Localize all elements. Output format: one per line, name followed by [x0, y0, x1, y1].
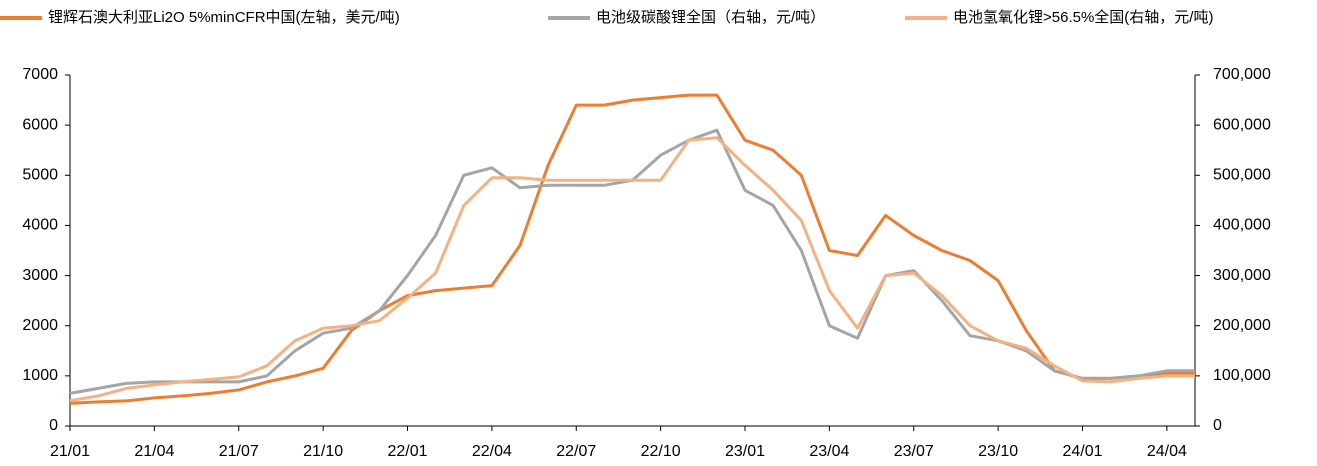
- legend-label: 电池氢氧化锂>56.5%全国(右轴，元/吨): [953, 8, 1213, 26]
- x-tick-label: 22/10: [641, 443, 681, 460]
- x-tick-label: 23/10: [978, 443, 1018, 460]
- y-tick-label: 4000: [22, 217, 58, 234]
- x-tick-label: 22/07: [556, 443, 596, 460]
- series-line: [69, 93, 1195, 405]
- x-tick-label: 24/04: [1147, 443, 1187, 460]
- y2-tick-label: 600,000: [1213, 116, 1271, 133]
- x-tick-label: 23/04: [809, 443, 849, 460]
- y-tick-label: 6000: [22, 116, 58, 133]
- y-tick-label: 2000: [22, 317, 58, 334]
- x-tick-label: 24/01: [1062, 443, 1102, 460]
- x-tick-label: 21/01: [50, 443, 90, 460]
- x-tick-label: 23/01: [725, 443, 765, 460]
- legend-label: 锂辉石澳大利亚Li2O 5%minCFR中国(左轴，美元/吨): [48, 9, 400, 26]
- x-tick-label: 22/04: [472, 443, 512, 460]
- y2-tick-label: 100,000: [1213, 367, 1271, 384]
- x-tick-label: 21/07: [219, 443, 259, 460]
- y2-tick-label: 300,000: [1213, 267, 1271, 284]
- x-tick-label: 21/04: [134, 443, 174, 460]
- series-line: [69, 136, 1195, 403]
- y2-tick-label: 400,000: [1213, 217, 1271, 234]
- x-tick-label: 21/10: [303, 443, 343, 460]
- y2-tick-label: 200,000: [1213, 317, 1271, 334]
- y-tick-label: 7000: [22, 66, 58, 83]
- series-line: [69, 128, 1195, 395]
- y-tick-label: 3000: [22, 267, 58, 284]
- y2-tick-label: 500,000: [1213, 167, 1271, 184]
- y2-tick-label: 0: [1213, 417, 1222, 434]
- x-tick-label: 22/01: [387, 443, 427, 460]
- y2-tick-label: 700,000: [1213, 66, 1271, 83]
- y-tick-label: 0: [49, 417, 58, 434]
- legend-label: 电池级碳酸锂全国（右轴，元/吨）: [596, 8, 825, 26]
- y-tick-label: 1000: [22, 367, 58, 384]
- y-tick-label: 5000: [22, 167, 58, 184]
- x-tick-label: 23/07: [894, 443, 934, 460]
